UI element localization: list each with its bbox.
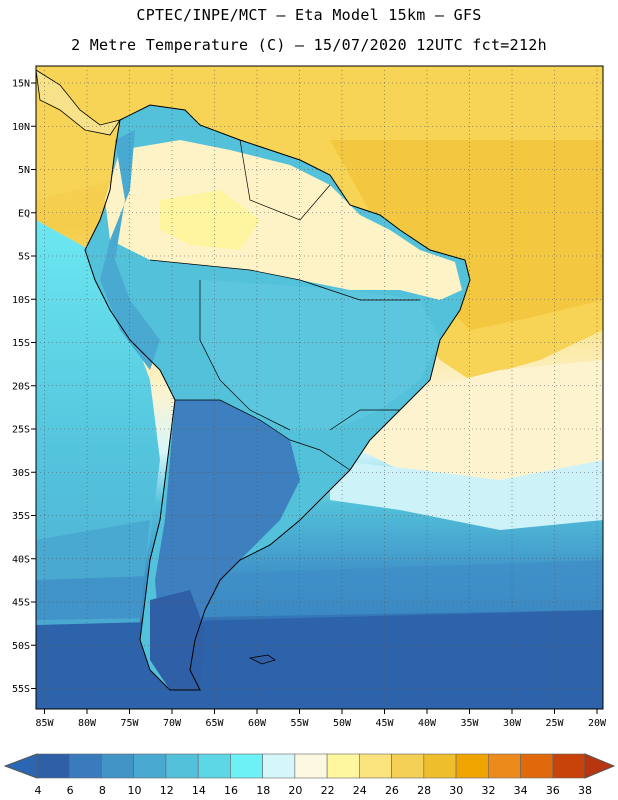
colorbar-swatch [423, 753, 457, 779]
colorbar-over-arrow [584, 753, 616, 779]
colorbar-swatch [520, 753, 554, 779]
lon-label: 60W [248, 718, 267, 729]
colorbar-label: 24 [353, 784, 367, 797]
colorbar-label: 12 [160, 784, 174, 797]
lat-label: 35S [12, 511, 30, 522]
colorbar-swatch [36, 753, 70, 779]
title-line-1: CPTEC/INPE/MCT – Eta Model 15km – GFS [136, 6, 482, 24]
lat-label: 15S [12, 338, 30, 349]
cool-atlantic [330, 460, 603, 530]
lat-label: 10N [12, 122, 30, 133]
lat-label: 25S [12, 425, 30, 436]
temperature-map: 15N 10N 5N EQ 5S 10S 15S 20S 25S 30S 35S 40S 45S 50S 5… [12, 65, 607, 729]
colorbar-label: 14 [192, 784, 206, 797]
colorbar-label: 4 [35, 784, 42, 797]
colorbar-swatch [262, 753, 296, 779]
amazon-yellow-patch [160, 190, 260, 250]
lon-label: 20W [588, 718, 607, 729]
coastline [84, 104, 471, 691]
colorbar-swatch [552, 753, 586, 779]
colorbar: 4 6 8 10 12 14 16 18 20 22 24 26 28 30 32 34 36 38 [3, 753, 616, 797]
lat-label: 30S [12, 468, 30, 479]
colorbar-label: 28 [417, 784, 431, 797]
central-brazil [200, 280, 440, 430]
map-frame [35, 65, 604, 710]
longitude-labels: 85W 80W 75W 70W 65W 60W 55W 50W 45W 40W 35W 30W 25W 2… [35, 718, 607, 729]
lon-label: 70W [163, 718, 182, 729]
colorbar-swatch [487, 753, 521, 779]
lat-label: 15N [12, 79, 30, 90]
colorbar-swatch [294, 753, 328, 779]
lat-label: 20S [12, 381, 30, 392]
colorbar-label: 32 [481, 784, 495, 797]
colorbar-label: 8 [99, 784, 106, 797]
lat-label: 5S [18, 252, 30, 263]
central-america [36, 69, 121, 136]
colorbar-label: 16 [224, 784, 238, 797]
colorbar-swatch [165, 753, 199, 779]
colorbar-label: 36 [546, 784, 560, 797]
graticule [31, 66, 603, 714]
colorbar-label: 10 [128, 784, 142, 797]
colorbar-swatch [326, 753, 360, 779]
lat-label: 50S [12, 641, 30, 652]
colorbar-label: 34 [514, 784, 528, 797]
colorbar-swatch [101, 753, 135, 779]
lat-label: 5N [18, 165, 30, 176]
colorbar-swatch [197, 753, 231, 779]
southern-ocean-band-2 [36, 610, 603, 709]
colorbar-label: 20 [288, 784, 302, 797]
colorbar-label: 26 [385, 784, 399, 797]
lon-label: 25W [545, 718, 564, 729]
lon-label: 85W [35, 718, 54, 729]
lat-label: 40S [12, 554, 30, 565]
colorbar-swatch [359, 753, 392, 779]
subtropical-atlantic [360, 360, 603, 500]
colorbar-swatch [230, 753, 263, 779]
lat-label: 45S [12, 598, 30, 609]
latitude-labels: 15N 10N 5N EQ 5S 10S 15S 20S 25S 30S 35S 40S 45S 50S 5… [12, 79, 30, 696]
lon-label: 40W [418, 718, 437, 729]
colorbar-label: 30 [449, 784, 463, 797]
lon-label: 80W [78, 718, 97, 729]
title-line-2: 2 Metre Temperature (C) – 15/07/2020 12U… [71, 36, 547, 54]
lon-label: 55W [290, 718, 309, 729]
lon-label: 35W [460, 718, 479, 729]
colorbar-swatch [391, 753, 425, 779]
colorbar-under-arrow [3, 753, 38, 779]
colorbar-swatch [133, 753, 167, 779]
lon-label: 75W [120, 718, 139, 729]
amazon-warm-land [105, 140, 462, 300]
lat-label: EQ [18, 208, 30, 219]
colorbar-swatch [68, 753, 102, 779]
falkland-islands [248, 654, 276, 665]
lat-label: 10S [12, 295, 30, 306]
colorbar-label: 6 [67, 784, 74, 797]
colorbar-label: 22 [321, 784, 335, 797]
lon-label: 65W [205, 718, 224, 729]
andes-cold-strip [100, 130, 160, 370]
colorbar-swatch [455, 753, 489, 779]
lon-label: 50W [333, 718, 352, 729]
lon-label: 30W [503, 718, 522, 729]
colorbar-label: 18 [256, 784, 270, 797]
country-borders [149, 139, 420, 471]
lat-label: 55S [12, 684, 30, 695]
lon-label: 45W [375, 718, 394, 729]
hot-atlantic-band [330, 140, 603, 330]
colorbar-label: 38 [578, 784, 592, 797]
